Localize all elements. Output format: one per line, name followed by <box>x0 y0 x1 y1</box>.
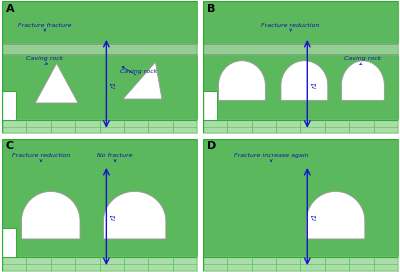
Polygon shape <box>2 228 16 257</box>
Polygon shape <box>35 63 78 103</box>
Text: C: C <box>6 141 14 151</box>
Text: Caving rock: Caving rock <box>120 69 157 74</box>
Polygon shape <box>281 61 328 100</box>
Polygon shape <box>123 62 162 99</box>
Text: B: B <box>207 4 215 14</box>
Text: Fracture reduction: Fracture reduction <box>12 153 70 158</box>
Text: Fracture fracture: Fracture fracture <box>18 23 72 28</box>
Text: Caving rock: Caving rock <box>26 55 64 61</box>
Text: No fracture: No fracture <box>97 153 133 158</box>
Text: Fracture increase again: Fracture increase again <box>234 153 308 158</box>
Polygon shape <box>104 191 166 239</box>
Polygon shape <box>342 61 384 100</box>
Text: A: A <box>6 4 14 14</box>
Polygon shape <box>2 91 16 120</box>
Text: r1: r1 <box>312 213 318 220</box>
Text: Fracture reduction: Fracture reduction <box>262 23 320 28</box>
Text: r1: r1 <box>312 80 318 88</box>
Text: r1: r1 <box>111 213 117 220</box>
Text: D: D <box>207 141 216 151</box>
Polygon shape <box>22 191 80 239</box>
Polygon shape <box>218 61 265 100</box>
Polygon shape <box>306 191 365 239</box>
Text: Caving rock: Caving rock <box>344 55 382 61</box>
Polygon shape <box>203 91 216 120</box>
Text: r1: r1 <box>111 80 117 88</box>
